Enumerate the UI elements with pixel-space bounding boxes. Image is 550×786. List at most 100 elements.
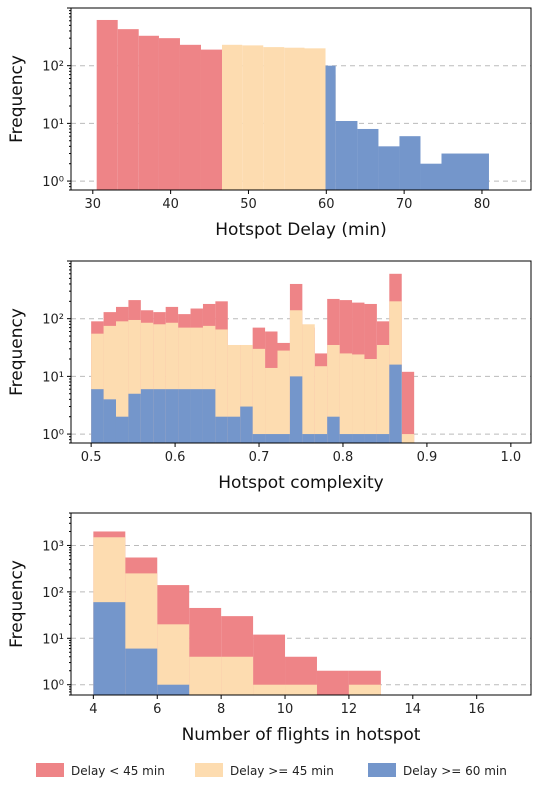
y-tick-label: 10⁰ bbox=[42, 175, 64, 190]
legend: Delay < 45 min Delay >= 45 min Delay >= 60… bbox=[36, 763, 507, 778]
x-axis-label: Hotspot complexity bbox=[218, 473, 383, 493]
histogram-bar bbox=[357, 128, 379, 190]
x-tick-label: 12 bbox=[341, 702, 358, 717]
x-tick-label: 4 bbox=[89, 702, 97, 717]
x-tick-label: 0.8 bbox=[333, 450, 354, 465]
histogram-bar bbox=[252, 434, 266, 443]
histogram-bar bbox=[117, 29, 139, 191]
histogram-bar bbox=[364, 434, 377, 443]
histogram-bar bbox=[227, 416, 241, 443]
x-tick-label: 8 bbox=[217, 702, 225, 717]
histogram-bar bbox=[93, 602, 126, 695]
histogram-bar bbox=[91, 389, 104, 443]
histogram-bar bbox=[348, 684, 381, 695]
histogram-bar bbox=[389, 364, 402, 443]
x-axis-label: Number of flights in hotspot bbox=[182, 725, 421, 745]
x-tick-label: 0.6 bbox=[165, 450, 186, 465]
histogram-bar bbox=[115, 321, 129, 443]
histogram-bar bbox=[263, 47, 285, 190]
x-tick-label: 16 bbox=[468, 702, 485, 717]
histogram-bar bbox=[179, 44, 201, 190]
histogram-bar bbox=[316, 670, 349, 695]
x-tick-label: 6 bbox=[153, 702, 161, 717]
x-tick-label: 10 bbox=[277, 702, 294, 717]
histogram-bar bbox=[252, 348, 266, 443]
histogram-bar bbox=[265, 434, 278, 443]
histogram-bar bbox=[401, 434, 415, 443]
y-tick-label: 10¹ bbox=[42, 117, 64, 132]
histogram-bar bbox=[352, 354, 365, 443]
histogram-bar bbox=[221, 656, 254, 695]
histogram-bar bbox=[302, 324, 315, 443]
histogram-bar bbox=[242, 45, 264, 190]
histogram-bar bbox=[215, 416, 228, 443]
histogram-bar bbox=[165, 389, 179, 443]
x-tick-label: 14 bbox=[405, 702, 422, 717]
histogram-bar bbox=[202, 389, 216, 443]
histogram-bar bbox=[378, 146, 400, 190]
x-tick-label: 0.5 bbox=[81, 450, 102, 465]
flights-histogram-panel: 4 6 8 10 12 14 16 10⁰ 10¹ 10² 10³ Number of flights… bbox=[7, 512, 532, 745]
x-tick-label: 0.9 bbox=[417, 450, 438, 465]
histogram-bar bbox=[285, 684, 317, 695]
y-tick-label: 10² bbox=[42, 586, 64, 601]
histogram-bar bbox=[277, 434, 290, 443]
histogram-bar bbox=[128, 393, 141, 443]
y-axis-label: Frequency bbox=[7, 55, 27, 143]
y-axis-label: Frequency bbox=[7, 308, 27, 396]
histogram-bar bbox=[339, 353, 353, 443]
histogram-bar bbox=[364, 359, 377, 443]
y-tick-label: 10³ bbox=[42, 539, 64, 554]
x-tick-label: 70 bbox=[396, 197, 413, 212]
x-tick-label: 40 bbox=[162, 197, 179, 212]
histogram-bar bbox=[325, 65, 336, 190]
y-tick-label: 10² bbox=[42, 313, 64, 328]
y-axis-label: Frequency bbox=[7, 560, 27, 648]
histogram-bar bbox=[277, 350, 290, 443]
histogram-bar bbox=[96, 19, 118, 191]
histogram-bar bbox=[178, 389, 191, 443]
complexity-histogram-panel: 0.5 0.6 0.7 0.8 0.9 1.0 10⁰ 10¹ 10² Hotspot compl… bbox=[7, 260, 532, 493]
x-tick-label: 60 bbox=[318, 197, 335, 212]
histogram-bar bbox=[140, 389, 154, 443]
histogram-bar bbox=[103, 399, 116, 443]
y-tick-label: 10¹ bbox=[42, 370, 64, 385]
histogram-bar bbox=[125, 648, 158, 695]
histogram-bar bbox=[376, 434, 390, 443]
histogram-bar bbox=[335, 120, 358, 190]
histogram-bar bbox=[157, 624, 190, 695]
histogram-bar bbox=[304, 48, 326, 190]
histogram-bar bbox=[399, 136, 421, 190]
histogram-bar bbox=[240, 406, 253, 443]
x-tick-label: 1.0 bbox=[501, 450, 522, 465]
histogram-bar bbox=[284, 47, 305, 190]
y-tick-label: 10⁰ bbox=[42, 428, 64, 443]
histogram-bar bbox=[352, 434, 365, 443]
histogram-bar bbox=[253, 684, 286, 695]
histogram-bar bbox=[189, 656, 222, 695]
legend-label: Delay < 45 min bbox=[71, 764, 165, 778]
histogram-bar bbox=[441, 153, 463, 190]
histogram-bar bbox=[289, 376, 303, 443]
y-tick-label: 10¹ bbox=[42, 632, 64, 647]
histogram-bar bbox=[339, 434, 353, 443]
legend-swatch bbox=[36, 763, 64, 777]
histogram-bar bbox=[221, 44, 243, 190]
legend-swatch bbox=[195, 763, 223, 777]
y-tick-label: 10⁰ bbox=[42, 679, 64, 694]
histogram-bar bbox=[265, 367, 278, 443]
legend-label: Delay >= 60 min bbox=[403, 764, 507, 778]
histogram-bar bbox=[153, 389, 166, 443]
x-tick-label: 50 bbox=[240, 197, 257, 212]
histogram-bar bbox=[302, 434, 315, 443]
x-tick-label: 30 bbox=[85, 197, 102, 212]
histogram-bar bbox=[420, 163, 442, 190]
histogram-bar bbox=[200, 49, 222, 190]
histogram-bar bbox=[138, 35, 159, 190]
x-tick-label: 80 bbox=[474, 197, 491, 212]
y-tick-label: 10² bbox=[42, 60, 64, 75]
histogram-bar bbox=[314, 366, 328, 443]
legend-label: Delay >= 45 min bbox=[230, 764, 334, 778]
histogram-bar bbox=[376, 344, 390, 443]
